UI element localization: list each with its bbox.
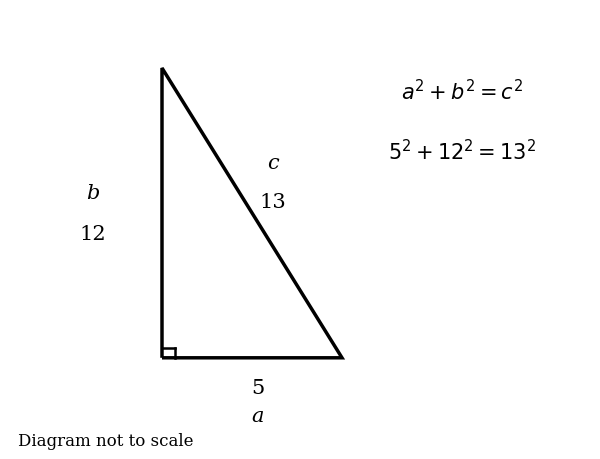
Text: $a^2 + b^2 = c^2$: $a^2 + b^2 = c^2$ [401, 79, 523, 104]
Text: a: a [252, 406, 264, 425]
Text: 13: 13 [260, 192, 286, 212]
Text: Diagram not to scale: Diagram not to scale [18, 432, 193, 449]
Text: c: c [267, 153, 279, 173]
Text: b: b [86, 183, 100, 202]
Text: 12: 12 [80, 224, 106, 244]
Text: $5^2 + 12^2 = 13^2$: $5^2 + 12^2 = 13^2$ [388, 139, 536, 164]
Text: 5: 5 [251, 378, 265, 397]
